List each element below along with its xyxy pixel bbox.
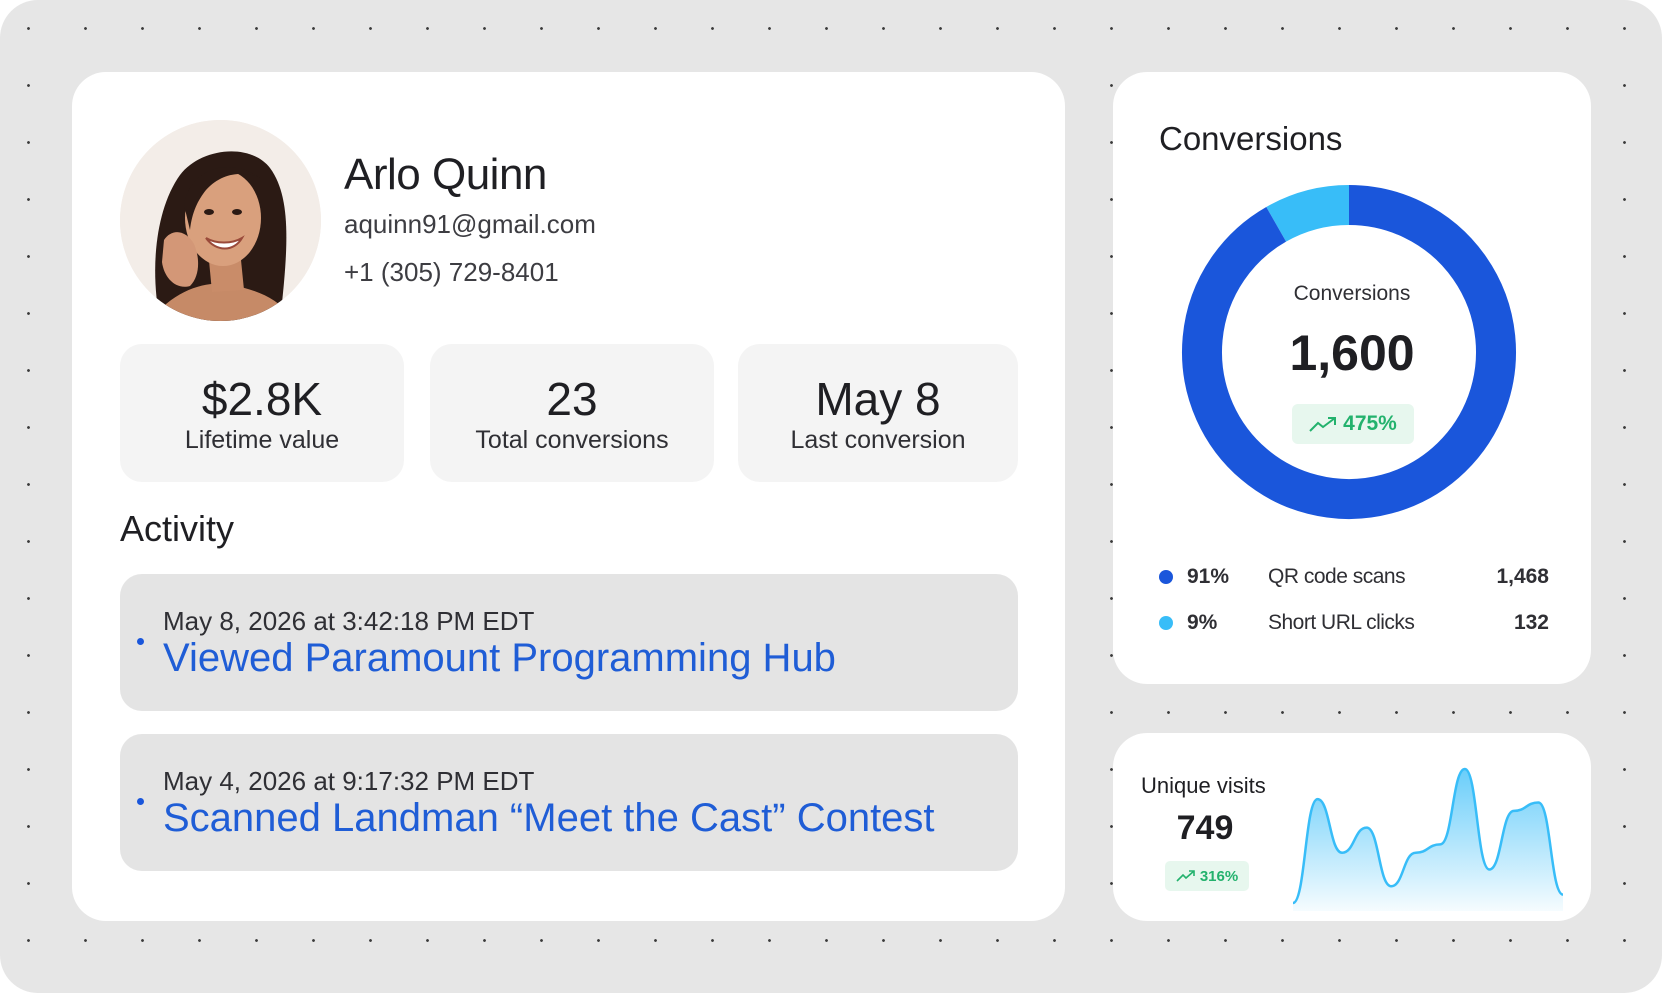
stat-value: 23 — [546, 373, 598, 425]
legend-percent: 9% — [1187, 611, 1218, 634]
conversions-title: Conversions — [1159, 120, 1343, 157]
stat-label: Total conversions — [475, 426, 669, 454]
donut-slice-short-url-clicks — [1266, 185, 1350, 242]
activity-item[interactable]: May 4, 2026 at 9:17:32 PM EDT Scanned La… — [120, 734, 1018, 871]
legend-name: QR code scans — [1268, 565, 1406, 588]
contact-name: Arlo Quinn — [344, 150, 547, 199]
stat-label: Last conversion — [790, 426, 966, 454]
activity-item[interactable]: May 8, 2026 at 3:42:18 PM EDT Viewed Par… — [120, 574, 1018, 711]
conversions-card: Conversions Conversions 1,600 475% 91% Q… — [1113, 72, 1591, 684]
activity-link[interactable]: Scanned Landman “Meet the Cast” Contest — [163, 796, 935, 840]
unique-visits-card: Unique visits 749 316% — [1113, 733, 1591, 921]
unique-visits-sparkline — [1293, 767, 1563, 911]
legend-percent: 91% — [1187, 565, 1230, 588]
legend-dot-icon — [1159, 570, 1173, 584]
activity-link[interactable]: Viewed Paramount Programming Hub — [163, 636, 836, 680]
sparkline-line — [1293, 767, 1563, 905]
stat-value: May 8 — [815, 373, 941, 425]
trend-up-icon — [1309, 417, 1337, 432]
legend-name: Short URL clicks — [1268, 611, 1415, 634]
donut-center-label: Conversions — [1293, 282, 1411, 305]
legend-dot-icon — [1159, 616, 1173, 630]
trend-up-icon — [1176, 870, 1195, 882]
contact-phone: +1 (305) 729-8401 — [344, 257, 559, 287]
contact-email: aquinn91@gmail.com — [344, 209, 596, 239]
donut-center-value: 1,600 — [1289, 325, 1415, 381]
stat-label: Lifetime value — [184, 426, 340, 454]
activity-timestamp: May 4, 2026 at 9:17:32 PM EDT — [163, 766, 535, 796]
conversions-donut-chart — [1182, 185, 1516, 519]
activity-timestamp: May 8, 2026 at 3:42:18 PM EDT — [163, 606, 535, 636]
legend-row-short-url-clicks: 9% Short URL clicks 132 — [1159, 609, 1549, 639]
stat-lifetime-value: $2.8K Lifetime value — [120, 344, 404, 482]
bullet-icon — [137, 798, 144, 805]
visits-value: 749 — [1176, 809, 1234, 847]
visits-change-value: 316% — [1199, 867, 1239, 885]
stat-value: $2.8K — [201, 373, 323, 425]
conversions-change-value: 475% — [1343, 412, 1397, 435]
donut-slice-qr-code-scans — [1182, 185, 1516, 519]
sparkline-area — [1293, 769, 1563, 911]
visits-change-badge: 316% — [1165, 861, 1249, 891]
avatar — [120, 120, 321, 321]
legend-row-qr-code-scans: 91% QR code scans 1,468 — [1159, 563, 1549, 593]
stat-total-conversions: 23 Total conversions — [430, 344, 714, 482]
avatar-photo — [120, 120, 321, 321]
stat-last-conversion: May 8 Last conversion — [738, 344, 1018, 482]
visits-label: Unique visits — [1141, 773, 1266, 798]
legend-count: 1,468 — [1496, 565, 1549, 588]
legend-count: 132 — [1513, 611, 1549, 634]
profile-card: Arlo Quinn aquinn91@gmail.com +1 (305) 7… — [72, 72, 1065, 921]
bullet-icon — [137, 638, 144, 645]
activity-heading: Activity — [120, 508, 235, 549]
conversions-change-badge: 475% — [1292, 404, 1414, 444]
